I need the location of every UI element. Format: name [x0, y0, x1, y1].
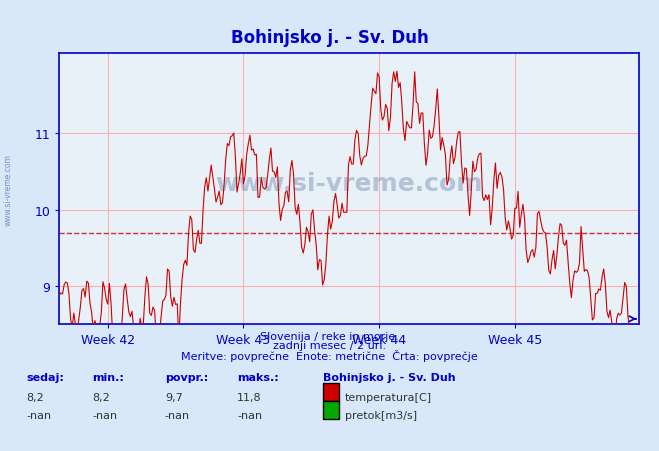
- Text: 8,2: 8,2: [92, 392, 110, 402]
- Text: www.si-vreme.com: www.si-vreme.com: [215, 172, 483, 196]
- Text: 11,8: 11,8: [237, 392, 262, 402]
- Text: Bohinjsko j. - Sv. Duh: Bohinjsko j. - Sv. Duh: [231, 29, 428, 47]
- Text: min.:: min.:: [92, 372, 124, 382]
- Text: Bohinjsko j. - Sv. Duh: Bohinjsko j. - Sv. Duh: [323, 372, 455, 382]
- Text: -nan: -nan: [237, 410, 262, 420]
- Text: -nan: -nan: [26, 410, 51, 420]
- Text: 9,7: 9,7: [165, 392, 183, 402]
- Text: maks.:: maks.:: [237, 372, 279, 382]
- Text: temperatura[C]: temperatura[C]: [345, 392, 432, 402]
- Text: Meritve: povprečne  Enote: metrične  Črta: povprečje: Meritve: povprečne Enote: metrične Črta:…: [181, 350, 478, 362]
- Text: pretok[m3/s]: pretok[m3/s]: [345, 410, 416, 420]
- Text: Slovenija / reke in morje.: Slovenija / reke in morje.: [260, 331, 399, 341]
- Text: www.si-vreme.com: www.si-vreme.com: [3, 153, 13, 226]
- Text: -nan: -nan: [92, 410, 117, 420]
- Text: sedaj:: sedaj:: [26, 372, 64, 382]
- Text: povpr.:: povpr.:: [165, 372, 208, 382]
- Text: -nan: -nan: [165, 410, 190, 420]
- Text: 8,2: 8,2: [26, 392, 44, 402]
- Text: zadnji mesec / 2 uri.: zadnji mesec / 2 uri.: [273, 341, 386, 350]
